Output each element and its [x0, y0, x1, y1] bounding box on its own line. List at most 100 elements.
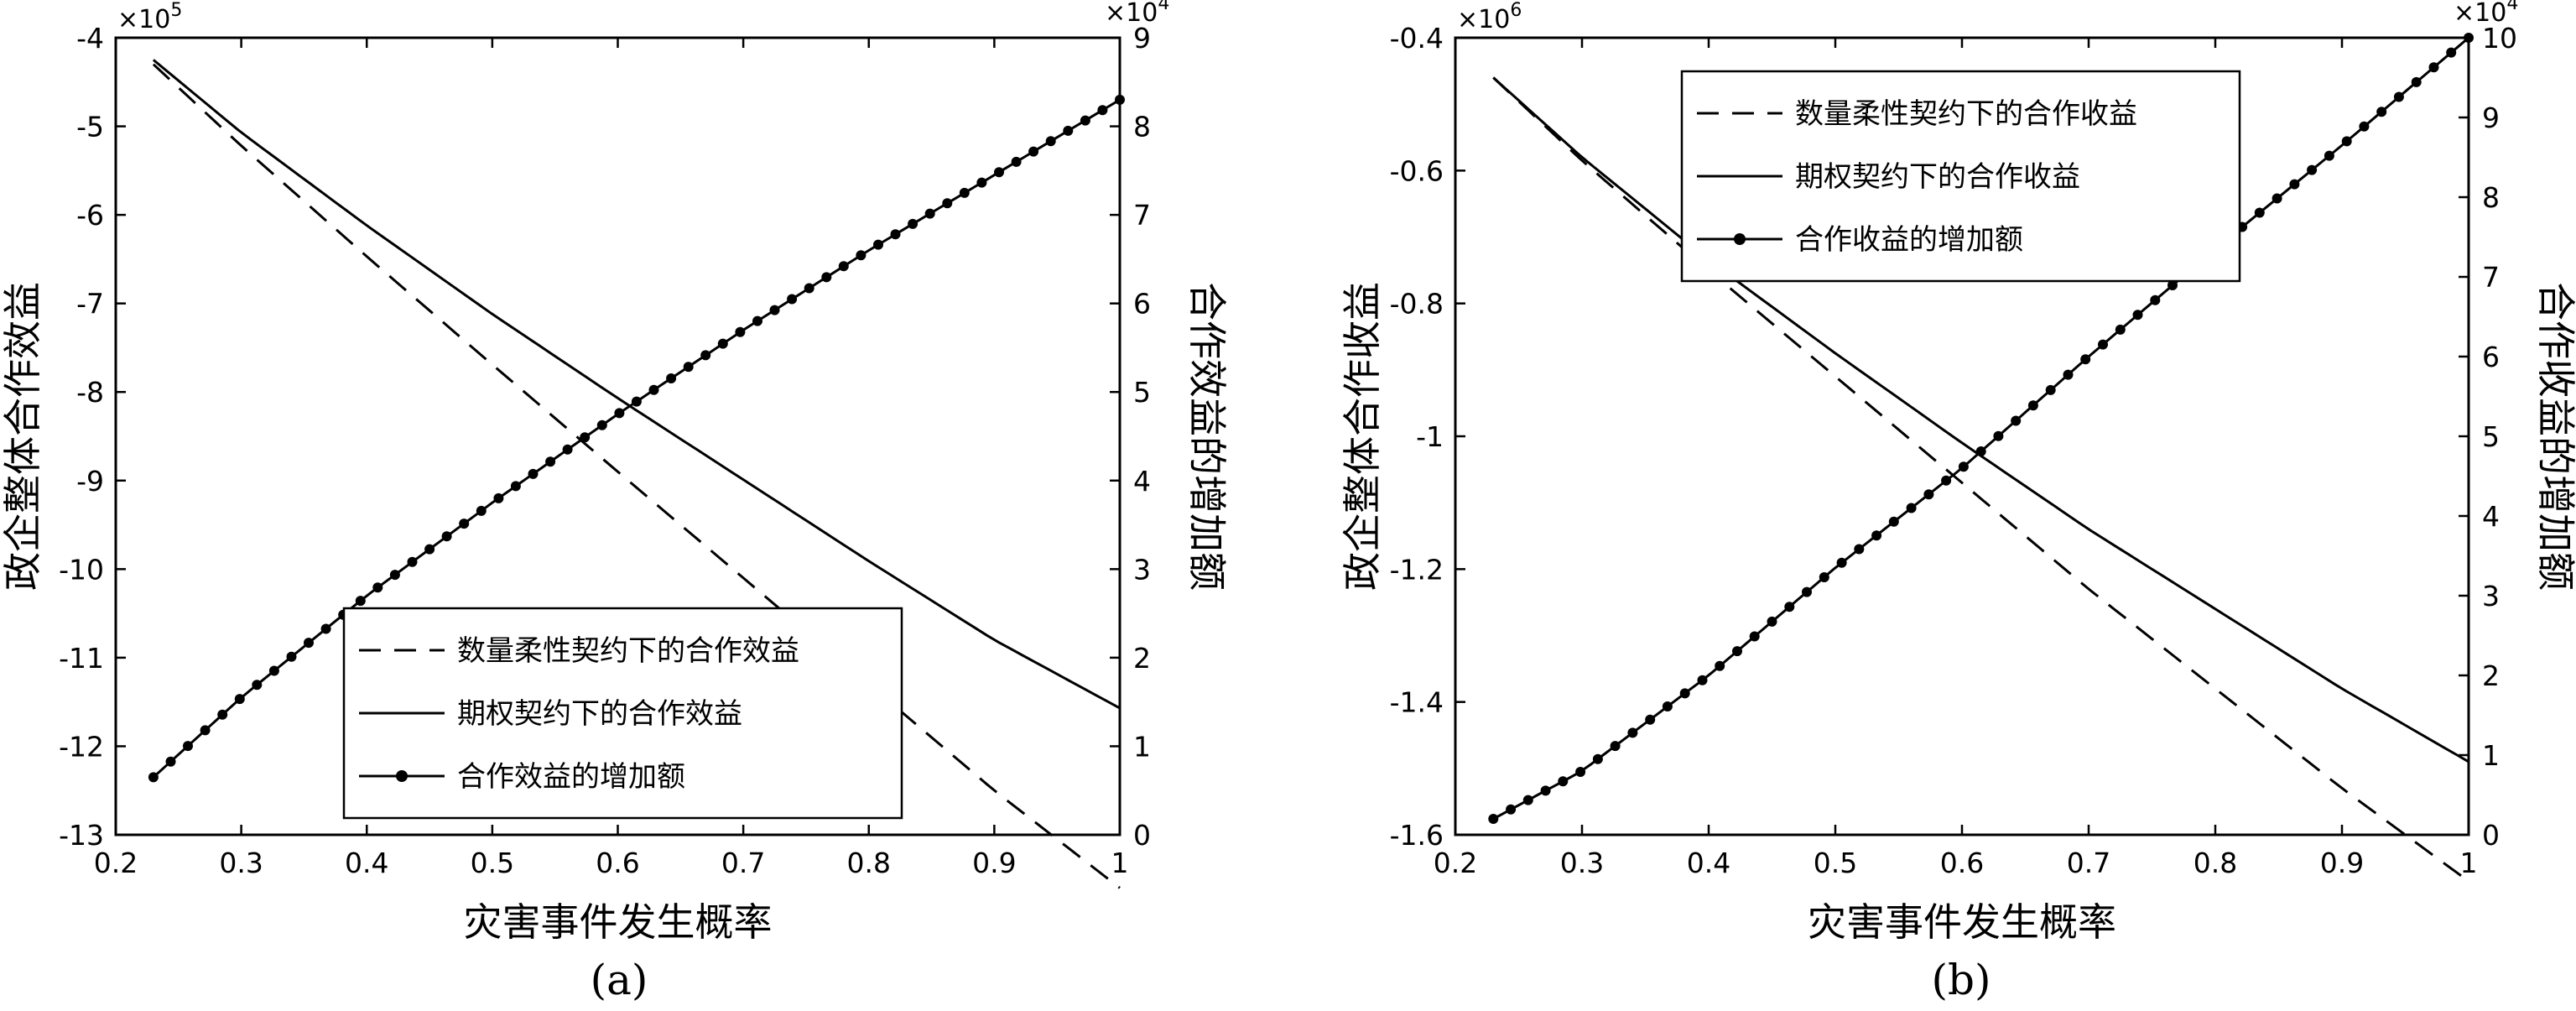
x-tick-label: 0.3 [1560, 847, 1604, 879]
panel-caption: (a) [591, 956, 648, 1004]
legend-marker [1734, 233, 1746, 245]
x-tick-label: 1 [1111, 847, 1129, 879]
y2-tick-label: 10 [2482, 22, 2517, 55]
series-marker [2027, 400, 2038, 411]
y2-exponent-label: ×104 [1105, 0, 1169, 28]
series-marker [165, 756, 176, 767]
series-marker [580, 432, 591, 443]
y-exponent-base: ×10 [1457, 5, 1510, 34]
series-marker [1506, 804, 1517, 815]
y2-tick-label: 9 [1133, 22, 1151, 55]
series-marker [856, 250, 866, 261]
series-marker [2045, 384, 2056, 395]
y2-tick-label: 3 [2482, 580, 2500, 612]
series-marker [1906, 503, 1917, 513]
y2-tick-label: 1 [2482, 739, 2500, 772]
series-marker [1540, 785, 1551, 796]
y-exponent-label: ×106 [1457, 0, 1522, 34]
series-marker [2307, 164, 2318, 175]
series-marker [666, 373, 677, 383]
series-marker [1558, 776, 1569, 787]
series-marker [1732, 646, 1742, 657]
y2-tick-label: 8 [1133, 111, 1151, 143]
chart-b: 0.2 0.3 0.4 0.5 0.6 0.7 0.8 0.9 1 -1.6 -1.4 -1.2 -1 -… [1340, 0, 2576, 1004]
series-marker [2254, 207, 2265, 218]
x-tick-label: 0.5 [1814, 847, 1857, 879]
series-marker [2446, 47, 2457, 58]
y-tick-label: -11 [59, 642, 104, 675]
y-exponent-power: 5 [170, 0, 182, 21]
series-marker [2341, 136, 2352, 147]
series-marker [1011, 156, 1022, 167]
series-marker [1627, 727, 1638, 738]
y2-axis-label: 合作收益的增加额 [2533, 282, 2576, 591]
x-tick-label: 0.4 [1687, 847, 1730, 879]
y2-exponent-base: ×10 [2454, 0, 2506, 28]
y-exponent-power: 6 [1510, 0, 1522, 21]
y2-tick-label: 2 [1133, 642, 1151, 675]
series-marker [2063, 369, 2074, 380]
series-marker [1819, 572, 1829, 582]
series-marker [2098, 339, 2108, 350]
series-marker [648, 384, 659, 395]
y2-tick-label: 7 [1133, 199, 1151, 232]
series-marker [1941, 475, 1952, 486]
x-tick-label: 0.9 [2320, 847, 2364, 879]
legend-marker [396, 770, 408, 782]
series-marker [459, 519, 470, 529]
series-marker [1097, 105, 1108, 116]
y2-tick-label: 5 [1133, 376, 1151, 409]
y2-tick-label: 1 [1133, 730, 1151, 763]
y-tick-label: -8 [76, 376, 104, 409]
y-axis-label: 政企整体合作收益 [1340, 282, 1385, 591]
series-marker [1993, 430, 2004, 441]
series-marker [1854, 544, 1865, 555]
series-marker [1923, 489, 1934, 500]
series-marker [286, 651, 297, 662]
series-marker [252, 680, 263, 691]
series-marker [908, 218, 919, 229]
y-tick-label: -1.2 [1390, 553, 1444, 586]
x-tick-label: 0.2 [94, 847, 138, 879]
x-tick-label: 0.6 [596, 847, 639, 879]
series-marker [407, 556, 418, 567]
y2-exponent-power: 4 [2506, 0, 2518, 14]
x-axis-label: 灾害事件发生概率 [464, 899, 773, 945]
series-marker [217, 709, 228, 720]
series-marker [942, 198, 953, 209]
series-marker [2376, 107, 2387, 117]
y2-tick-label: 6 [1133, 288, 1151, 320]
series-marker [614, 408, 625, 419]
series-marker [700, 350, 711, 361]
x-tick-label: 0.9 [972, 847, 1016, 879]
series-marker [1028, 146, 1039, 157]
legend-entry-0: 数量柔性契约下的合作收益 [1795, 97, 2137, 131]
y2-tick-label: 7 [2482, 261, 2500, 294]
series-marker [1045, 136, 1056, 147]
series-marker [320, 623, 331, 634]
y-exponent-base: ×10 [117, 5, 170, 34]
series-marker [355, 596, 366, 607]
series-marker [873, 239, 883, 250]
x-tick-label: 0.8 [847, 847, 891, 879]
x-tick-label: 0.2 [1434, 847, 1477, 879]
y2-axis-label: 合作效益的增加额 [1184, 282, 1230, 591]
y2-tick-label: 0 [2482, 819, 2500, 852]
series-marker [1802, 586, 1812, 597]
series-marker [1767, 616, 1777, 627]
y-tick-label: -1.6 [1390, 819, 1444, 852]
y2-tick-label: 4 [1133, 465, 1151, 498]
series-marker [1488, 814, 1499, 824]
series-marker [372, 582, 383, 593]
series-marker [1115, 94, 1125, 105]
series-marker [493, 492, 504, 503]
series-line-0 [152, 63, 1121, 889]
x-axis-label: 灾害事件发生概率 [1808, 899, 2116, 945]
legend-entry-1: 期权契约下的合作收益 [1795, 160, 2080, 194]
series-marker [389, 570, 400, 581]
series-marker [1662, 701, 1673, 711]
series-marker [804, 283, 814, 294]
series-marker [787, 294, 798, 305]
